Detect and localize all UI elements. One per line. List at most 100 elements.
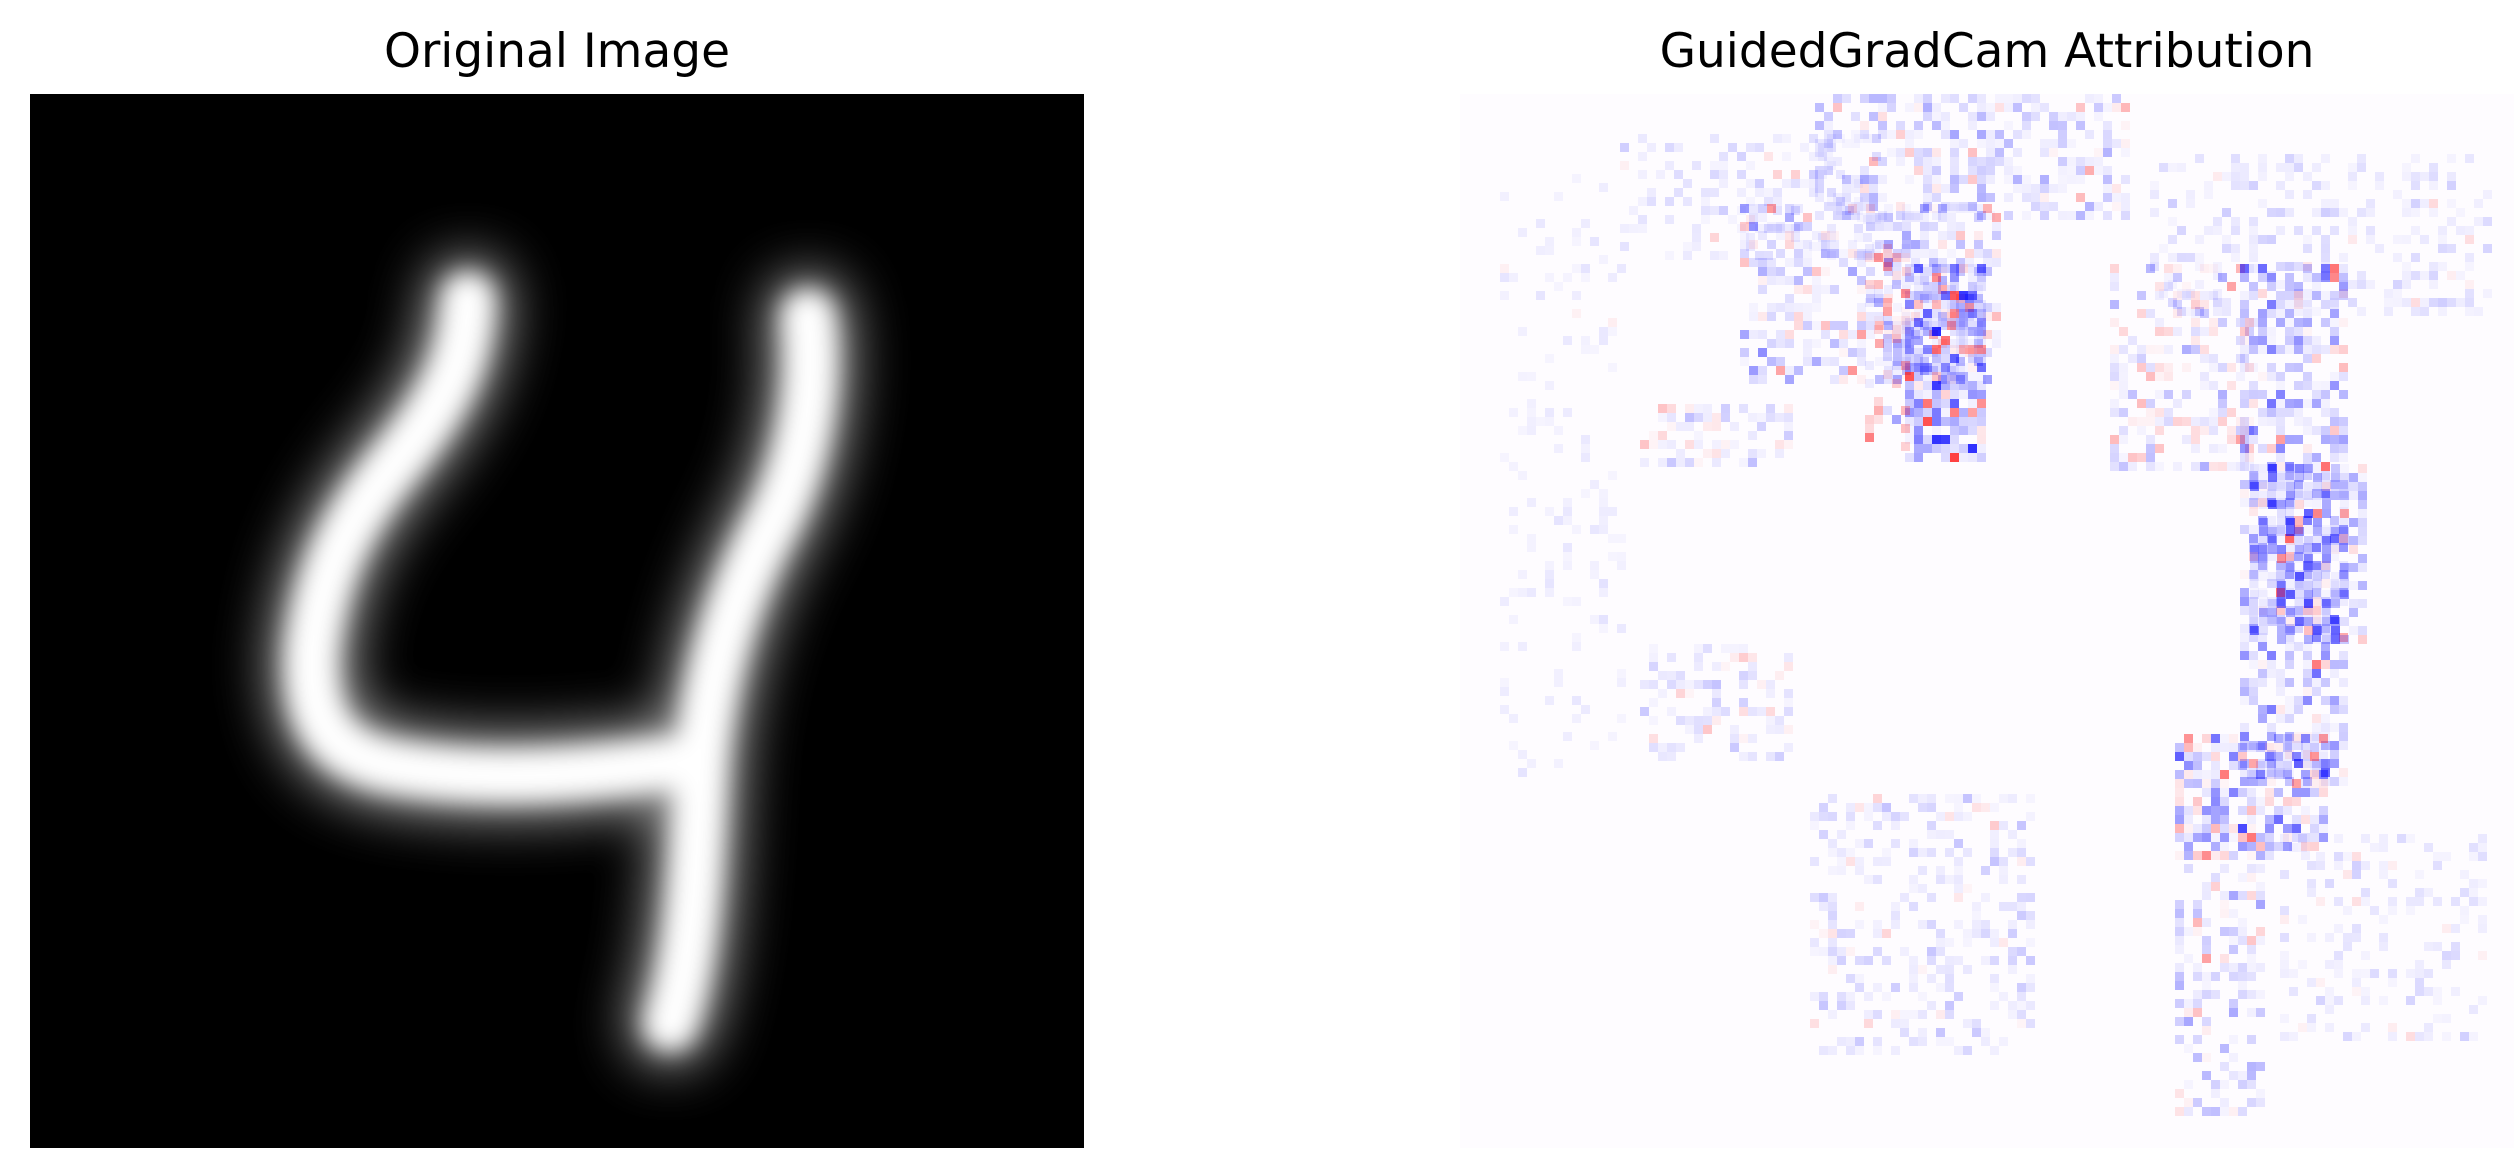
attribution-cell-positive <box>1947 204 1956 213</box>
attribution-cell-positive <box>2330 660 2339 669</box>
attribution-cell-positive <box>2283 770 2292 779</box>
attribution-cell-positive <box>2211 788 2220 797</box>
attribution-cell-positive <box>2240 435 2249 444</box>
attribution-cell-positive <box>1676 449 1685 458</box>
attribution-cell-positive <box>2304 545 2313 554</box>
attribution-cell-negative <box>2209 462 2218 471</box>
attribution-cell-positive <box>2191 462 2200 471</box>
attribution-cell-negative <box>2276 462 2285 471</box>
attribution-cell-positive <box>2168 298 2177 307</box>
attribution-cell-positive <box>1902 366 1911 375</box>
attribution-cell-positive <box>2294 381 2303 390</box>
attribution-cell-positive <box>2379 843 2388 852</box>
attribution-cell-positive <box>2240 777 2249 786</box>
attribution-cell-positive <box>2175 945 2184 954</box>
attribution-cell-positive <box>1846 821 1855 830</box>
attribution-cell-positive <box>1740 249 1749 258</box>
attribution-cell-positive <box>1782 134 1791 143</box>
attribution-cell-positive <box>2340 536 2349 545</box>
attribution-cell-negative <box>2175 824 2184 833</box>
attribution-cell-positive <box>2265 815 2274 824</box>
attribution-cell-positive <box>2313 491 2322 500</box>
attribution-cell-positive <box>2295 581 2304 590</box>
attribution-cell-positive <box>2294 345 2303 354</box>
attribution-cell-positive <box>1981 893 1990 902</box>
attribution-cell-positive <box>1981 1028 1990 1037</box>
attribution-cell-positive <box>1865 244 1874 253</box>
attribution-cell-positive <box>1809 152 1818 161</box>
attribution-cell-positive <box>1920 231 1929 240</box>
attribution-cell-positive <box>2283 842 2292 851</box>
attribution-cell-negative <box>1873 794 1882 803</box>
attribution-cell-positive <box>2295 572 2304 581</box>
attribution-cell-positive <box>2331 536 2340 545</box>
attribution-cell-positive <box>2285 208 2294 217</box>
attribution-cell-positive <box>1827 224 1836 233</box>
attribution-cell-positive <box>2331 599 2340 608</box>
attribution-cell-positive <box>1692 224 1701 233</box>
attribution-cell-negative <box>1857 285 1866 294</box>
attribution-cell-negative <box>2137 399 2146 408</box>
attribution-cell-negative <box>2247 806 2256 815</box>
attribution-cell-positive <box>2415 1032 2424 1041</box>
attribution-cell-positive <box>1810 992 1819 1001</box>
attribution-cell-positive <box>1815 184 1824 193</box>
attribution-cell-positive <box>1900 1019 1909 1028</box>
attribution-cell-negative <box>2229 824 2238 833</box>
attribution-cell-negative <box>2245 453 2254 462</box>
attribution-cell-negative <box>1730 653 1739 662</box>
attribution-cell-positive <box>1893 330 1902 339</box>
attribution-cell-positive <box>2361 897 2370 906</box>
attribution-cell-positive <box>1703 716 1712 725</box>
attribution-cell-negative <box>1959 264 1968 273</box>
attribution-cell-positive <box>1667 440 1676 449</box>
attribution-cell-positive <box>2220 864 2229 873</box>
attribution-cell-positive <box>1842 184 1851 193</box>
attribution-cell-positive <box>1941 300 1950 309</box>
attribution-cell-positive <box>1599 498 1608 507</box>
attribution-cell-positive <box>2213 262 2222 271</box>
attribution-cell-positive <box>2211 873 2220 882</box>
attribution-cell-positive <box>1914 399 1923 408</box>
attribution-cell-positive <box>2256 797 2265 806</box>
attribution-cell-positive <box>1995 148 2004 157</box>
attribution-cell-positive <box>1974 285 1983 294</box>
attribution-cell-positive <box>2321 678 2330 687</box>
attribution-cell-positive <box>2415 888 2424 897</box>
attribution-cell-positive <box>2040 175 2049 184</box>
attribution-cell-positive <box>2465 307 2474 316</box>
attribution-cell-positive <box>1608 552 1617 561</box>
attribution-cell-positive <box>2137 354 2146 363</box>
attribution-cell-positive <box>2303 543 2312 552</box>
attribution-cell-positive <box>1581 264 1590 273</box>
attribution-cell-positive <box>1866 294 1875 303</box>
attribution-cell-positive <box>1819 1046 1828 1055</box>
attribution-cell-negative <box>1794 312 1803 321</box>
attribution-cell-positive <box>2258 345 2267 354</box>
attribution-cell-positive <box>1983 258 1992 267</box>
attribution-cell-positive <box>2259 500 2268 509</box>
attribution-cell-negative <box>2285 534 2294 543</box>
attribution-cell-positive <box>2250 572 2259 581</box>
attribution-cell-positive <box>1965 204 1974 213</box>
attribution-cell-positive <box>2303 516 2312 525</box>
attribution-cell-positive <box>2119 435 2128 444</box>
attribution-cell-positive <box>1902 276 1911 285</box>
attribution-cell-positive <box>2250 590 2259 599</box>
attribution-cell-positive <box>2325 987 2334 996</box>
attribution-cell-positive <box>1878 175 1887 184</box>
attribution-cell-positive <box>2175 936 2184 945</box>
attribution-cell-positive <box>2285 471 2294 480</box>
attribution-cell-negative <box>2285 552 2294 561</box>
attribution-cell-negative <box>1941 336 1950 345</box>
attribution-cell-positive <box>2303 570 2312 579</box>
attribution-cell-positive <box>2276 426 2285 435</box>
attribution-cell-positive <box>2110 300 2119 309</box>
attribution-cell-positive <box>2259 617 2268 626</box>
attribution-cell-positive <box>1902 249 1911 258</box>
attribution-cell-negative <box>2312 597 2321 606</box>
attribution-cell-positive <box>2202 936 2211 945</box>
attribution-cell-positive <box>2277 581 2286 590</box>
attribution-cell-positive <box>1950 175 1959 184</box>
attribution-cell-positive <box>2119 462 2128 471</box>
